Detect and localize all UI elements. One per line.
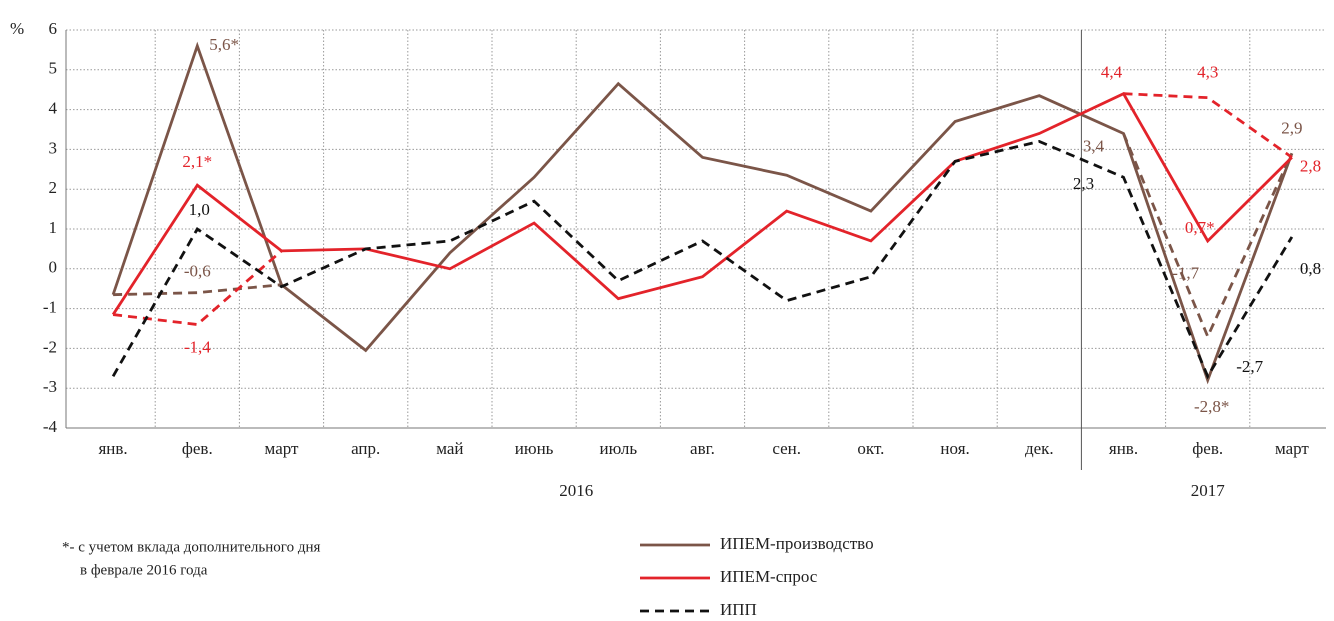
x-tick-label: май [436, 439, 463, 458]
x-tick-label: фев. [182, 439, 213, 458]
y-tick-label: 1 [49, 218, 58, 237]
x-tick-label: авг. [690, 439, 715, 458]
adjusted-line [1123, 92, 1293, 159]
data-label: -1,7 [1172, 263, 1199, 282]
note: *- с учетом вклада дополнительного дня [62, 539, 320, 555]
data-label: 5,6* [209, 35, 239, 54]
data-label: 3,4 [1083, 136, 1105, 155]
data-label: 4,4 [1101, 63, 1123, 82]
y-tick-label: -1 [43, 298, 57, 317]
data-label: -1,4 [184, 337, 211, 356]
y-tick-label: 6 [49, 19, 58, 38]
series-line [111, 91, 1293, 316]
data-label: 1,0 [189, 200, 210, 219]
x-tick-label: март [1275, 439, 1309, 458]
data-label: -0,6 [184, 262, 211, 281]
y-tick-label: 3 [49, 138, 58, 157]
data-label: 0,7* [1185, 218, 1215, 237]
x-tick-label: фев. [1192, 439, 1223, 458]
data-label: 4,3 [1197, 63, 1218, 82]
legend-label: ИПП [720, 600, 757, 619]
data-label: 2,3 [1073, 174, 1094, 193]
y-unit: % [10, 19, 24, 38]
series-line [111, 41, 1294, 385]
y-tick-label: 2 [49, 178, 58, 197]
x-tick-label: март [265, 439, 299, 458]
x-tick-label: янв. [1109, 439, 1138, 458]
x-tick-label: сен. [772, 439, 801, 458]
x-tick-label: июнь [515, 439, 554, 458]
y-tick-label: -2 [43, 337, 57, 356]
x-tick-label: апр. [351, 439, 380, 458]
note: в феврале 2016 года [80, 562, 208, 578]
data-label: -2,7 [1236, 357, 1263, 376]
x-tick-label: ноя. [940, 439, 969, 458]
y-tick-label: -3 [43, 377, 57, 396]
y-tick-label: 5 [49, 59, 58, 78]
legend-label: ИПЕМ-спрос [720, 567, 818, 586]
x-tick-label: дек. [1025, 439, 1054, 458]
data-label: 2,1* [182, 152, 212, 171]
data-label: 0,8 [1300, 259, 1321, 278]
data-label: 2,9 [1281, 118, 1302, 137]
y-tick-label: -4 [43, 417, 58, 436]
x-tick-label: июль [599, 439, 637, 458]
adjusted-line [113, 283, 282, 297]
x-tick-label: янв. [98, 439, 127, 458]
x-tick-label: окт. [857, 439, 884, 458]
legend-label: ИПЕМ-производство [720, 534, 874, 553]
year-label: 2017 [1191, 481, 1226, 500]
y-tick-label: 4 [49, 99, 58, 118]
y-tick-label: 0 [49, 258, 58, 277]
data-label: -2,8* [1194, 397, 1229, 416]
series-line [111, 139, 1294, 380]
year-label: 2016 [559, 481, 593, 500]
data-label: 2,8 [1300, 156, 1321, 175]
